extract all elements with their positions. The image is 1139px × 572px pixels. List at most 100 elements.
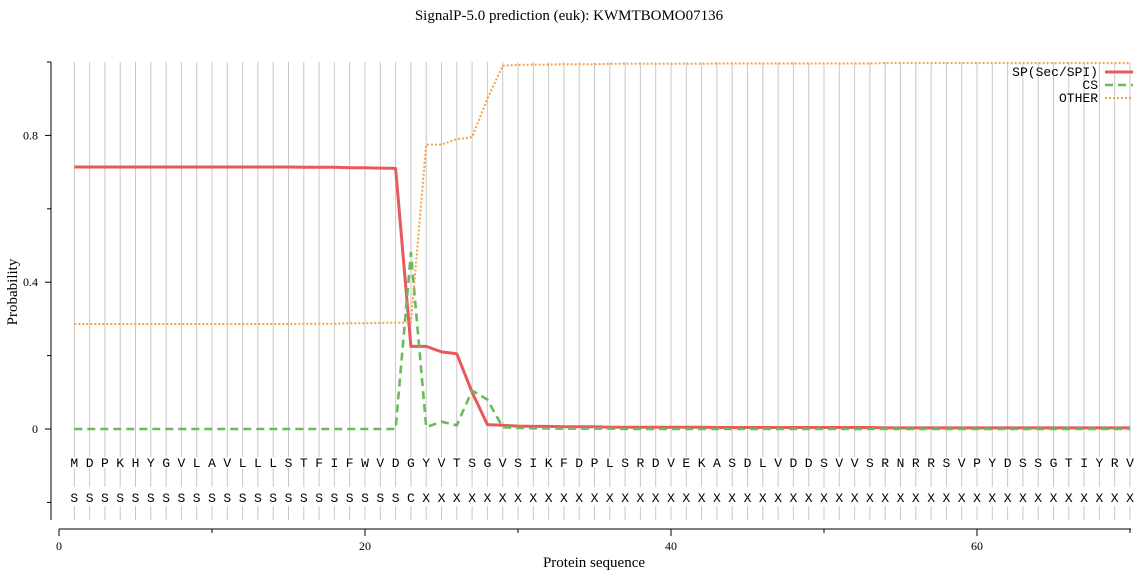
annotation-letter: S: [346, 491, 354, 506]
annotation-letter: S: [254, 491, 262, 506]
sequence-letter: V: [376, 456, 384, 471]
annotation-letter: X: [483, 491, 491, 506]
sequence-letter: G: [483, 456, 491, 471]
annotation-letter: S: [330, 491, 338, 506]
sequence-letter: Y: [988, 456, 996, 471]
annotation-letter: S: [116, 491, 124, 506]
sequence-letter: T: [453, 456, 461, 471]
annotation-letter: X: [453, 491, 461, 506]
annotation-letter: X: [621, 491, 629, 506]
sequence-letter: R: [881, 456, 889, 471]
annotation-letter: X: [1095, 491, 1103, 506]
sequence-letter: V: [177, 456, 185, 471]
annotation-letter: X: [1019, 491, 1027, 506]
sequence-letter: K: [545, 456, 553, 471]
annotation-letter: X: [744, 491, 752, 506]
annotation-letter: X: [927, 491, 935, 506]
annotation-letter: X: [575, 491, 583, 506]
sequence-letter: F: [346, 456, 354, 471]
annotation-letter: X: [973, 491, 981, 506]
sequence-letter: S: [468, 456, 476, 471]
sequence-letter: S: [728, 456, 736, 471]
annotation-letter: S: [223, 491, 231, 506]
annotation-letter: S: [86, 491, 94, 506]
annotation-letter: X: [942, 491, 950, 506]
sequence-letter: H: [132, 456, 140, 471]
sequence-letter: L: [269, 456, 277, 471]
grid: [73, 62, 1131, 520]
annotation-letter: X: [652, 491, 660, 506]
legend-label: CS: [1082, 78, 1098, 93]
annotation-letter: C: [407, 491, 415, 506]
sp-line: [74, 165, 1130, 430]
series-lines: [74, 62, 1130, 431]
annotation-letter: X: [1050, 491, 1058, 506]
annotation-letter: X: [820, 491, 828, 506]
other-line: [74, 62, 1130, 325]
sequence-letter: S: [866, 456, 874, 471]
annotation-letter: S: [315, 491, 323, 506]
sequence-letter: D: [744, 456, 752, 471]
sequence-letter: L: [254, 456, 262, 471]
sequence-letter: T: [300, 456, 308, 471]
sequence-letter: V: [835, 456, 843, 471]
annotation-letter: S: [239, 491, 247, 506]
sequence-letter: R: [912, 456, 920, 471]
sequence-letter: L: [193, 456, 201, 471]
annotation-letter: X: [499, 491, 507, 506]
x-tick-label: 20: [359, 539, 371, 553]
y-axis-label: Probability: [5, 258, 21, 325]
legend-label: SP(Sec/SPI): [1012, 65, 1098, 80]
annotation-letter: S: [300, 491, 308, 506]
sequence-letter: F: [560, 456, 568, 471]
annotation-letter: X: [835, 491, 843, 506]
annotation-letter: X: [560, 491, 568, 506]
annotation-letter: X: [866, 491, 874, 506]
annotation-letter: X: [545, 491, 553, 506]
x-tick-label: 60: [971, 539, 983, 553]
annotation-letter: X: [881, 491, 889, 506]
sequence-letter: S: [1019, 456, 1027, 471]
annotation-letter: X: [1004, 491, 1012, 506]
annotation-letter: S: [208, 491, 216, 506]
sequence-letter: V: [438, 456, 446, 471]
sequence-letter: A: [713, 456, 721, 471]
annotation-letter: X: [698, 491, 706, 506]
sequence-letter: V: [958, 456, 966, 471]
sequence-letter: L: [759, 456, 767, 471]
x-tick-label: 40: [665, 539, 677, 553]
sequence-letter: P: [591, 456, 599, 471]
sequence-letter: V: [667, 456, 675, 471]
sequence-letter: V: [851, 456, 859, 471]
annotation-letter: X: [438, 491, 446, 506]
annotation-letter: X: [897, 491, 905, 506]
sequence-letter: R: [1111, 456, 1119, 471]
annotation-letter: X: [422, 491, 430, 506]
sequence-letter: V: [1126, 456, 1134, 471]
sequence-letter: S: [1034, 456, 1042, 471]
annotation-letter: X: [988, 491, 996, 506]
sequence-letter: P: [973, 456, 981, 471]
annotation-letter: X: [728, 491, 736, 506]
x-axis-label: Protein sequence: [543, 555, 645, 571]
annotation-letter: X: [805, 491, 813, 506]
sequence-letter: S: [942, 456, 950, 471]
sequence-letter: S: [820, 456, 828, 471]
annotation-letter: X: [789, 491, 797, 506]
sequence-letter: G: [407, 456, 415, 471]
sequence-letter: V: [499, 456, 507, 471]
sequence-letter: K: [698, 456, 706, 471]
sequence-letter: F: [315, 456, 323, 471]
sequence-letter: A: [208, 456, 216, 471]
annotation-letter: X: [606, 491, 614, 506]
sequence-letter: L: [606, 456, 614, 471]
annotation-letter: X: [636, 491, 644, 506]
sequence-letter: E: [682, 456, 690, 471]
sequence-letter: P: [101, 456, 109, 471]
annotation-letter: S: [392, 491, 400, 506]
sequence-letter: W: [361, 456, 369, 471]
annotation-letter: X: [759, 491, 767, 506]
